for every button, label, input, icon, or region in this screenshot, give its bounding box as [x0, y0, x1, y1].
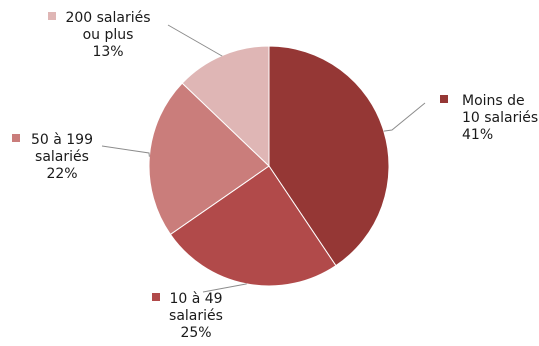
leader-line-4	[167, 24, 223, 57]
leader-line-1	[383, 102, 426, 132]
slice-category-label-4: 200 salariés	[65, 10, 150, 26]
slice-category-label-1: 10 salariés	[462, 110, 538, 126]
slice-category-label-3: salariés	[35, 149, 89, 165]
slice-color-marker-2	[152, 293, 160, 301]
slice-category-label-2: salariés	[169, 308, 223, 324]
slice-value-label-4: 13%	[92, 44, 123, 60]
slice-color-marker-3	[12, 134, 20, 142]
slice-category-label-3: 50 à 199	[31, 132, 93, 148]
pie-slice-2	[169, 165, 337, 287]
slice-value-label-2: 25%	[180, 325, 211, 341]
slice-category-label-1: Moins de	[462, 93, 525, 109]
slice-color-marker-4	[48, 12, 56, 20]
leader-line-3	[101, 145, 150, 157]
slice-value-label-1: 41%	[462, 127, 493, 143]
slice-value-label-3: 22%	[46, 166, 77, 182]
slice-category-label-2: 10 à 49	[169, 291, 222, 307]
leader-line-2	[202, 283, 247, 293]
slice-category-label-4: ou plus	[83, 27, 134, 43]
slice-color-marker-1	[440, 95, 448, 103]
